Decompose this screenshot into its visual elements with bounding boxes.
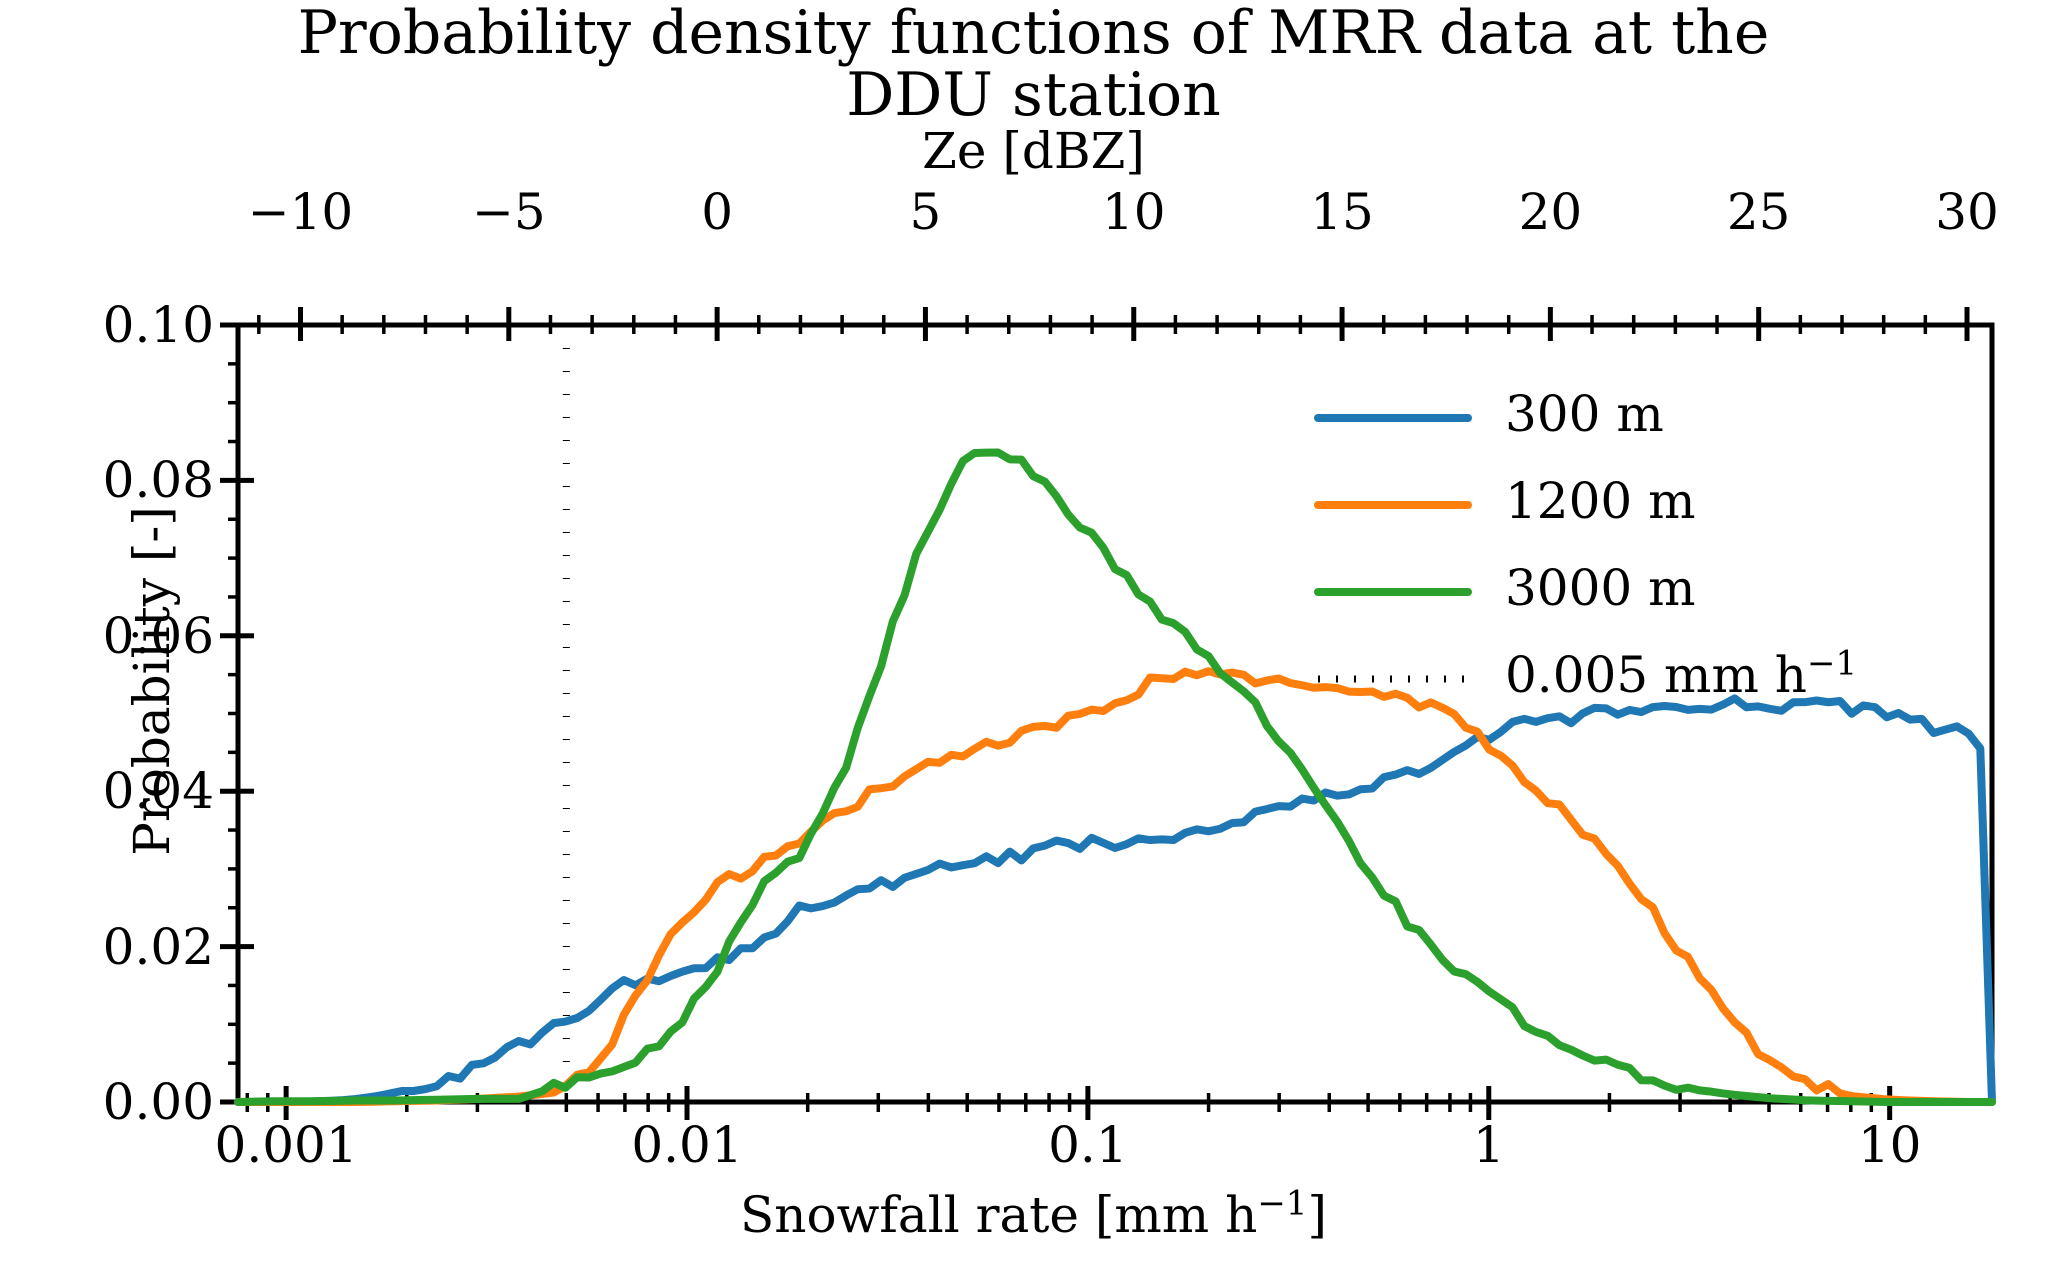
legend-label-0: 300 m (1505, 385, 1664, 443)
xaxis-label-exponent: −1 (1257, 1183, 1308, 1224)
ytick-label-0.10: 0.10 (102, 296, 214, 354)
ze-tick-label-10: 10 (1101, 183, 1166, 241)
ze-tick-label-5: 5 (909, 183, 942, 241)
axes-frame (235, 322, 1995, 1105)
ze-tick-label-25: 25 (1726, 183, 1791, 241)
figure-title: Probability density functions of MRR dat… (297, 0, 1770, 131)
series-line-300-m (234, 694, 1996, 1106)
legend-label-2: 3000 m (1505, 559, 1696, 617)
legend-label-exponent: −1 (1806, 643, 1858, 684)
ze-tick-label-0: 0 (701, 183, 734, 241)
ytick-label-0.02: 0.02 (102, 917, 214, 976)
legend-label-main: 0.005 mm h (1505, 646, 1807, 704)
ze-tick-label--5: −5 (471, 183, 546, 241)
ze-tick-label-15: 15 (1310, 183, 1374, 241)
secondary-xaxis-label: Ze [dBZ] (922, 122, 1145, 180)
xaxis-label-tail: ] (1307, 1186, 1327, 1244)
series-line-3000-m (234, 448, 1996, 1106)
xtick-label-1: 1 (1472, 1116, 1505, 1174)
xtick-label-0.001: 0.001 (214, 1116, 358, 1174)
series-line-1200-m (234, 667, 1996, 1106)
ze-tick-label-30: 30 (1935, 183, 1999, 241)
legend-label-3: 0.005 mm h−1 (1505, 646, 1857, 704)
xtick-label-0.01: 0.01 (631, 1116, 743, 1174)
ytick-label-0.06: 0.06 (102, 606, 214, 665)
xaxis-label-main: Snowfall rate [mm h (740, 1186, 1258, 1244)
ytick-label-0.04: 0.04 (102, 762, 214, 821)
ytick-label-0.08: 0.08 (102, 451, 214, 510)
xtick-label-0.1: 0.1 (1048, 1116, 1128, 1174)
ytick-label-0.00: 0.00 (102, 1073, 214, 1131)
ze-tick-label-20: 20 (1518, 183, 1583, 241)
ze-tick-label--10: −10 (247, 183, 354, 241)
xaxis-label: Snowfall rate [mm h−1] (0, 1186, 2067, 1244)
legend-label-1: 1200 m (1505, 472, 1696, 530)
xtick-label-10: 10 (1857, 1116, 1922, 1174)
